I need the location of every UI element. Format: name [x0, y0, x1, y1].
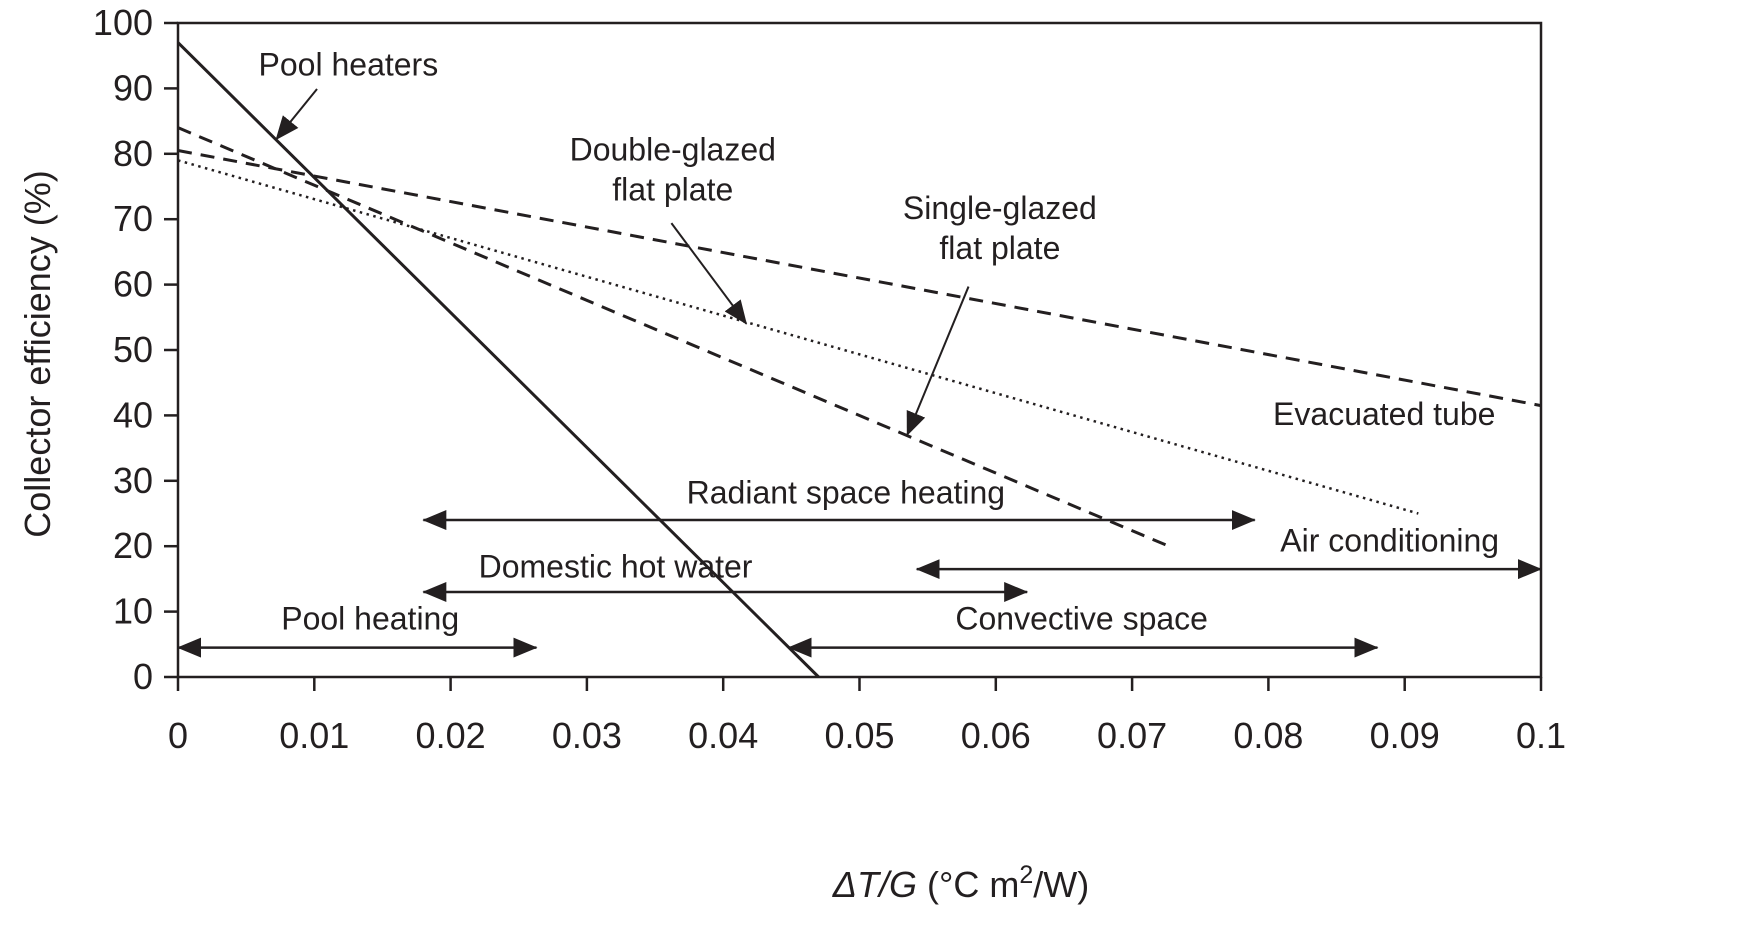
curve-label-group: Evacuated tube	[1273, 396, 1495, 432]
curve-label: Double-glazed flat plate	[570, 131, 776, 207]
x-axis-title-quantity: ΔT/G	[832, 864, 917, 905]
curve-label-group: Double-glazed flat plate	[570, 131, 776, 325]
x-tick-label: 0.04	[688, 715, 758, 756]
range-annotation: Radiant space heating	[422, 475, 1256, 531]
y-tick-label: 10	[113, 591, 153, 632]
curve-label-group: Single-glazed flat plate	[903, 190, 1097, 436]
range-annotation: Air conditioning	[915, 522, 1542, 580]
curve-label-arrow	[275, 88, 318, 141]
range-annotation: Pool heating	[177, 600, 538, 658]
y-tick-label: 20	[113, 525, 153, 566]
y-tick-label: 100	[93, 2, 153, 43]
x-axis-title-unit-exponent: 2	[1019, 861, 1033, 889]
range-annotations: Radiant space heating Air conditioning Dom…	[177, 475, 1542, 658]
x-tick-label: 0	[168, 715, 188, 756]
range-label: Radiant space heating	[687, 475, 1005, 511]
y-axis-title: Collector efficiency (%)	[17, 170, 58, 537]
x-tick-label: 0.1	[1516, 715, 1566, 756]
x-tick-label: 0.06	[961, 715, 1031, 756]
y-tick-label: 60	[113, 264, 153, 305]
series-line-single	[177, 126, 1170, 548]
range-label: Convective space	[955, 600, 1208, 636]
plot-area	[176, 21, 1543, 679]
curve-label: Single-glazed flat plate	[903, 190, 1097, 266]
curve-label-line: Pool heaters	[259, 46, 439, 82]
x-axis-title: ΔT/G (°C m2/W)	[832, 861, 1089, 905]
curve-label: Evacuated tube	[1273, 396, 1495, 432]
curve-label-group: Pool heaters	[259, 46, 439, 141]
range-annotation: Convective space	[787, 600, 1379, 658]
range-label: Domestic hot water	[479, 549, 753, 585]
y-tick-label: 90	[113, 67, 153, 108]
series-line-double	[177, 159, 1419, 515]
series-line-evacuated	[177, 149, 1542, 408]
y-tick-label: 0	[133, 656, 153, 697]
y-tick-label: 80	[113, 133, 153, 174]
x-tick-label: 0.08	[1233, 715, 1303, 756]
curve-label-line: Evacuated tube	[1273, 396, 1495, 432]
x-tick-label: 0.01	[279, 715, 349, 756]
x-axis-title-unit-tail: /W)	[1033, 864, 1089, 905]
curve-label-line: Single-glazed	[903, 190, 1097, 226]
curve-label-line: flat plate	[939, 230, 1060, 266]
y-tick-label: 50	[113, 329, 153, 370]
range-annotation: Domestic hot water	[422, 549, 1029, 602]
y-tick-label: 40	[113, 394, 153, 435]
series-line-pool	[176, 41, 820, 679]
y-tick-label: 30	[113, 460, 153, 501]
x-tick-label: 0.07	[1097, 715, 1167, 756]
range-label: Air conditioning	[1280, 522, 1499, 558]
x-axis-title-unit: (°C m	[917, 864, 1019, 905]
axes: 0 0.01 0.02 0.03 0.04 0.05 0.06 0.07 0.08 0.09 0.1…	[93, 2, 1566, 756]
curve-label-arrow	[906, 286, 970, 436]
curve-label: Pool heaters	[259, 46, 439, 82]
curve-label-line: Double-glazed	[570, 131, 776, 167]
x-tick-label: 0.03	[552, 715, 622, 756]
curve-label-line: flat plate	[612, 171, 733, 207]
y-tick-label: 70	[113, 198, 153, 239]
x-tick-label: 0.05	[824, 715, 894, 756]
series-layer	[176, 41, 1542, 679]
x-tick-label: 0.09	[1370, 715, 1440, 756]
curve-label-arrow	[670, 222, 748, 325]
plot-frame	[176, 21, 1543, 679]
x-tick-label: 0.02	[416, 715, 486, 756]
range-label: Pool heating	[281, 600, 459, 636]
